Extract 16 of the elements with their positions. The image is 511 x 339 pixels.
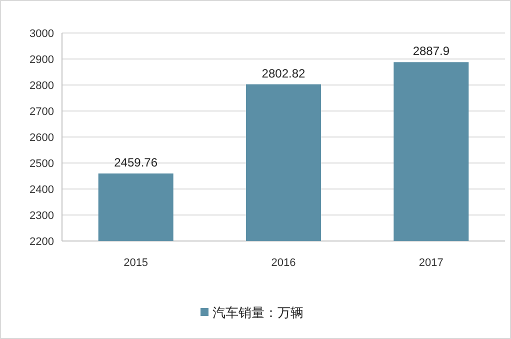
y-tick-label: 2800 (30, 80, 54, 92)
y-tick-label: 2300 (30, 210, 54, 222)
y-tick-label: 2200 (30, 236, 54, 248)
data-label: 2802.82 (262, 66, 306, 80)
y-tick-label: 2900 (30, 54, 54, 66)
data-label: 2459.76 (114, 155, 158, 170)
y-tick-label: 3000 (30, 28, 54, 40)
x-tick-label: 2016 (271, 257, 296, 269)
y-tick-label: 2400 (30, 184, 54, 196)
y-tick-label: 2700 (30, 106, 54, 118)
y-tick-label: 2600 (30, 132, 54, 144)
data-label: 2887.9 (412, 44, 450, 58)
legend-label: 汽车销量：万辆 (212, 305, 304, 320)
y-tick-label: 2500 (30, 158, 54, 170)
x-tick-label: 2017 (418, 257, 444, 269)
x-tick-label: 2015 (124, 257, 148, 269)
